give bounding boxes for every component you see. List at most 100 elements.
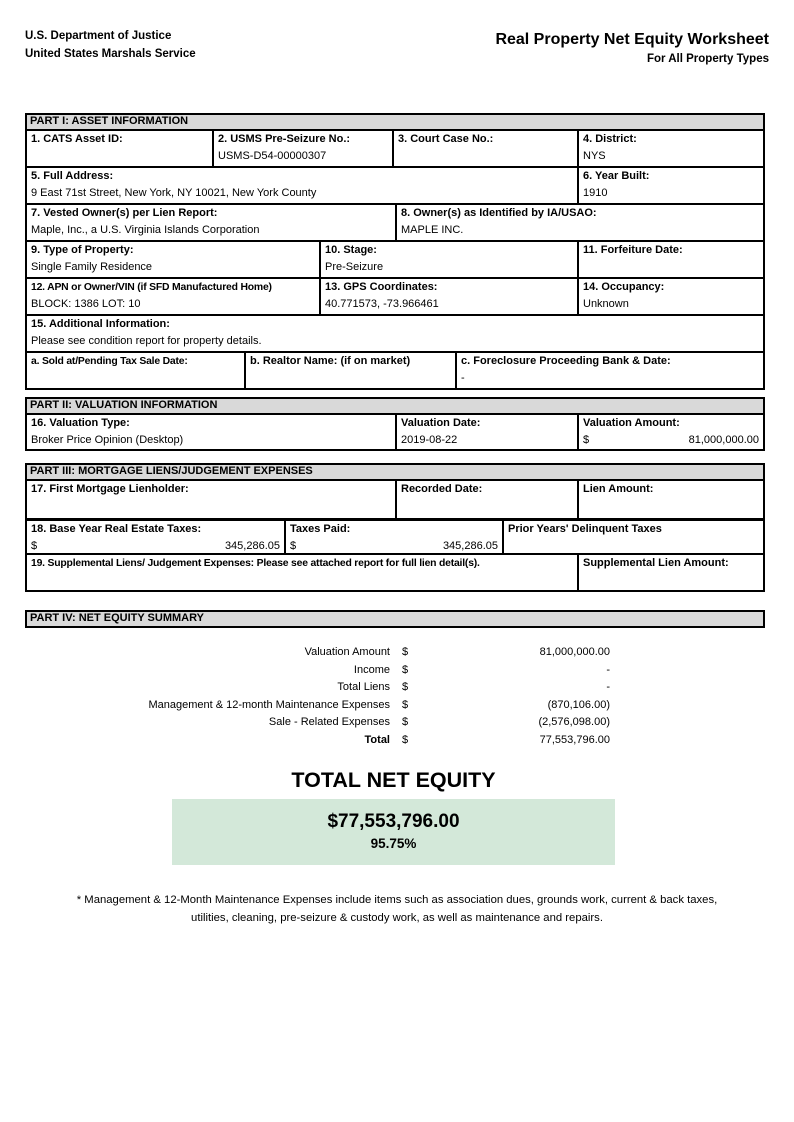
field-valuation-date: Valuation Date: 2019-08-22 <box>395 415 577 449</box>
summary-amount: 81,000,000.00 <box>539 646 610 658</box>
field-realtor-name: b. Realtor Name: (if on market) <box>244 353 455 388</box>
field-value <box>583 498 759 514</box>
table-row: 15. Additional Information: Please see c… <box>27 314 763 351</box>
amount-value: 345,286.05 <box>224 539 280 552</box>
field-valuation-type: 16. Valuation Type: Broker Price Opinion… <box>27 415 395 449</box>
field-owners-ia-usao: 8. Owner(s) as Identified by IA/USAO: MA… <box>395 205 763 240</box>
field-label: c. Foreclosure Proceeding Bank & Date: <box>461 355 671 367</box>
field-value: $ 345,286.05 <box>31 538 280 554</box>
field-foreclosure-bank-date: c. Foreclosure Proceeding Bank & Date: - <box>455 353 763 388</box>
part2-section: PART II: VALUATION INFORMATION 16. Valua… <box>25 397 765 451</box>
table-row: 12. APN or Owner/VIN (if SFD Manufacture… <box>27 277 763 314</box>
currency-symbol: $ <box>402 698 409 711</box>
summary-amount: - <box>606 681 610 693</box>
part4-header-bar: PART IV: NET EQUITY SUMMARY <box>25 610 765 628</box>
field-label: 14. Occupancy: <box>583 281 665 293</box>
summary-row-total: Total $ 77,553,796.00 <box>25 732 610 750</box>
field-value <box>583 259 759 275</box>
summary-label: Sale - Related Expenses <box>268 716 390 728</box>
footnote: * Management & 12-Month Maintenance Expe… <box>37 891 757 927</box>
field-district: 4. District: NYS <box>577 131 763 166</box>
row18-table: 18. Base Year Real Estate Taxes: $ 345,2… <box>25 519 765 557</box>
page-subtitle: For All Property Types <box>646 53 769 65</box>
field-label: 19. Supplemental Liens/ Judgement Expens… <box>31 558 480 569</box>
summary-label: Total Liens <box>337 681 390 693</box>
field-first-mortgage-lienholder: 17. First Mortgage Lienholder: <box>27 481 395 518</box>
field-value <box>250 370 451 386</box>
field-label: Supplemental Lien Amount: <box>583 557 729 569</box>
field-court-case-no: 3. Court Case No.: <box>392 131 577 166</box>
total-net-equity-amount: $77,553,796.00 <box>327 811 460 832</box>
field-taxes-paid: Taxes Paid: $ 345,286.05 <box>284 521 502 555</box>
table-row: a. Sold at/Pending Tax Sale Date: b. Rea… <box>27 351 763 388</box>
field-recorded-date: Recorded Date: <box>395 481 577 518</box>
field-value <box>398 148 573 164</box>
part3-table-row19: 19. Supplemental Liens/ Judgement Expens… <box>25 553 765 592</box>
row19-table: 19. Supplemental Liens/ Judgement Expens… <box>25 553 765 592</box>
part3-table-row17: 17. First Mortgage Lienholder: Recorded … <box>25 481 765 520</box>
summary-label: Income <box>353 663 390 676</box>
field-label: a. Sold at/Pending Tax Sale Date: <box>31 356 188 367</box>
field-label: 6. Year Built: <box>583 170 650 182</box>
field-value <box>508 538 759 554</box>
field-type-of-property: 9. Type of Property: Single Family Resid… <box>27 242 319 277</box>
summary-label: Management & 12-month Maintenance Expens… <box>148 698 390 711</box>
field-value <box>583 572 759 588</box>
field-lien-amount: Lien Amount: <box>577 481 763 518</box>
field-label: 3. Court Case No.: <box>398 133 494 145</box>
field-usms-preseizure-no: 2. USMS Pre-Seizure No.: USMS-D54-000003… <box>212 131 392 166</box>
footnote-line2: utilities, cleaning, pre-seizure & custo… <box>191 912 603 924</box>
field-value: USMS-D54-00000307 <box>218 149 327 162</box>
field-value: Pre-Seizure <box>325 260 384 273</box>
agency-header: U.S. Department of Justice United States… <box>25 27 196 63</box>
part3-section: PART III: MORTGAGE LIENS/JUDGEMENT EXPEN… <box>25 463 765 520</box>
summary-row-maintenance-expenses: Management & 12-month Maintenance Expens… <box>25 697 610 715</box>
field-value: Broker Price Opinion (Desktop) <box>31 433 184 446</box>
field-label: 4. District: <box>583 133 637 145</box>
field-value <box>31 498 391 514</box>
document-header: Real Property Net Equity Worksheet For A… <box>495 30 769 65</box>
currency-symbol: $ <box>402 681 409 693</box>
field-supplemental-lien-amount: Supplemental Lien Amount: <box>577 555 763 590</box>
table-row: 5. Full Address: 9 East 71st Street, New… <box>27 166 763 203</box>
field-label: 18. Base Year Real Estate Taxes: <box>31 523 202 535</box>
agency-line1: U.S. Department of Justice <box>25 30 172 42</box>
amount-value: 345,286.05 <box>442 539 498 552</box>
table-row: 18. Base Year Real Estate Taxes: $ 345,2… <box>27 521 763 555</box>
summary-amount: (2,576,098.00) <box>538 716 610 728</box>
field-value: 2019-08-22 <box>401 433 458 446</box>
field-value: Please see condition report for property… <box>31 334 262 347</box>
field-label: 16. Valuation Type: <box>31 417 130 429</box>
footnote-line1: * Management & 12-Month Maintenance Expe… <box>76 894 718 906</box>
summary-amount: - <box>606 663 610 676</box>
summary-row-income: Income $ - <box>25 662 610 680</box>
field-value <box>31 370 240 386</box>
table-row: 19. Supplemental Liens/ Judgement Expens… <box>27 555 763 590</box>
field-supplemental-liens: 19. Supplemental Liens/ Judgement Expens… <box>27 555 577 590</box>
field-value: 9 East 71st Street, New York, NY 10021, … <box>31 186 317 199</box>
field-prior-years-delinquent-taxes: Prior Years' Delinquent Taxes <box>502 521 763 555</box>
field-label: 12. APN or Owner/VIN (if SFD Manufacture… <box>31 282 272 293</box>
field-apn-owner-vin: 12. APN or Owner/VIN (if SFD Manufacture… <box>27 279 319 314</box>
field-value: $ 81,000,000.00 <box>583 432 759 448</box>
part2-header-bar: PART II: VALUATION INFORMATION <box>25 397 765 415</box>
field-value <box>401 498 573 514</box>
currency-symbol: $ <box>402 733 409 746</box>
field-gps-coordinates: 13. GPS Coordinates: 40.771573, -73.9664… <box>319 279 577 314</box>
summary-label: Total <box>364 733 390 746</box>
field-label: 9. Type of Property: <box>31 244 134 256</box>
part3-header-bar: PART III: MORTGAGE LIENS/JUDGEMENT EXPEN… <box>25 463 765 481</box>
field-occupancy: 14. Occupancy: Unknown <box>577 279 763 314</box>
page-title: Real Property Net Equity Worksheet <box>495 31 769 48</box>
field-additional-information: 15. Additional Information: Please see c… <box>27 316 763 351</box>
field-value: Maple, Inc., a U.S. Virginia Islands Cor… <box>31 223 260 236</box>
field-value: Unknown <box>583 297 629 310</box>
currency-symbol: $ <box>402 663 409 676</box>
summary-row-total-liens: Total Liens $ - <box>25 679 610 697</box>
currency-symbol: $ <box>31 539 38 552</box>
field-label: Prior Years' Delinquent Taxes <box>508 523 662 535</box>
net-equity-summary: Valuation Amount $ 81,000,000.00 Income … <box>25 644 610 749</box>
part3-table-row18: 18. Base Year Real Estate Taxes: $ 345,2… <box>25 519 765 557</box>
part1-section: PART I: ASSET INFORMATION 1. CATS Asset … <box>25 113 765 390</box>
